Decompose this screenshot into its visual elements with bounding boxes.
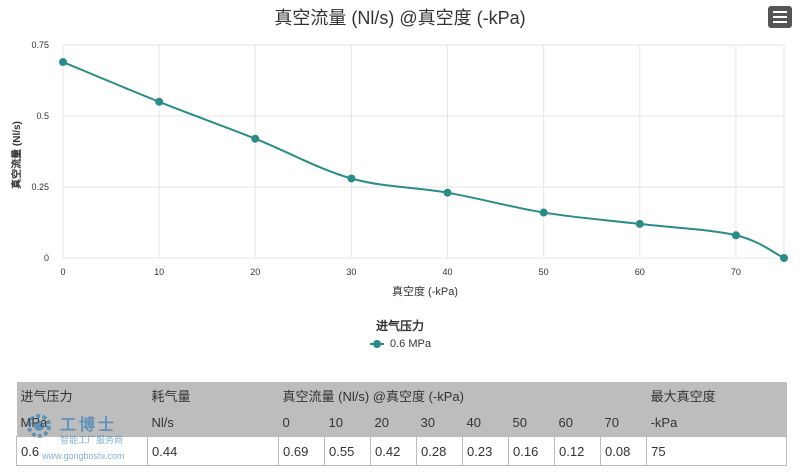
table-cell: 75 xyxy=(646,436,788,466)
table-header-cell: 30 xyxy=(416,409,463,437)
x-tick-label: 40 xyxy=(443,267,453,277)
y-tick-label: 0.75 xyxy=(31,40,49,50)
x-tick-label: 60 xyxy=(635,267,645,277)
table-cell: 0.12 xyxy=(554,436,601,466)
legend-item-series[interactable]: 0.6 MPa xyxy=(370,336,431,352)
data-point[interactable] xyxy=(347,174,356,183)
table-header-cell: 50 xyxy=(508,409,555,437)
table-cell: 0.28 xyxy=(416,436,463,466)
data-point[interactable] xyxy=(780,254,788,262)
series-points xyxy=(59,58,788,262)
table-header-cell: 耗气量 xyxy=(147,382,279,409)
table-cell: 0.55 xyxy=(324,436,371,466)
data-point[interactable] xyxy=(539,208,548,217)
y-tick-label: 0.5 xyxy=(36,111,49,121)
table-header-cell: 20 xyxy=(370,409,417,437)
x-tick-label: 0 xyxy=(60,267,65,277)
data-point[interactable] xyxy=(635,219,644,228)
data-point[interactable] xyxy=(155,97,164,106)
table-header-cell: -kPa xyxy=(646,409,787,437)
table-header-cell: 进气压力 xyxy=(16,382,148,409)
y-tick-label: 0 xyxy=(44,253,49,263)
line-chart: 00.250.50.750 10 20 30 40 50 60 70 真空流量 (Nl/s) … xyxy=(10,40,788,298)
legend-swatch xyxy=(370,340,384,348)
table-header-cell: 40 xyxy=(462,409,509,437)
data-point[interactable] xyxy=(251,134,260,143)
legend-label: 0.6 MPa xyxy=(390,338,431,350)
y-axis-label: 真空流量 (Nl/s) xyxy=(10,121,23,189)
hamburger-menu-icon[interactable] xyxy=(768,6,792,28)
table-cell: 0.23 xyxy=(462,436,509,466)
x-tick-label: 10 xyxy=(154,267,164,277)
y-tick-label: 0.25 xyxy=(31,182,49,192)
chart-container: 真空流量 (Nl/s) @真空度 (-kPa) 0 0.25 0.5 0.75 0 10 2… xyxy=(10,6,792,352)
table-cell: 0.42 xyxy=(370,436,417,466)
table-header-cell: MPa xyxy=(16,409,148,437)
chart-axes: 0 0.25 0.5 0.75 0 10 20 30 40 50 60 70 xyxy=(31,40,740,277)
series-line xyxy=(62,61,785,259)
chart-grid xyxy=(62,44,785,259)
spec-table-container: 进气压力 耗气量 真空流量 (Nl/s) @真空度 (-kPa) 最大真空度 M… xyxy=(16,382,788,466)
x-tick-label: 20 xyxy=(250,267,260,277)
spec-table: 进气压力 耗气量 真空流量 (Nl/s) @真空度 (-kPa) 最大真空度 M… xyxy=(16,382,788,466)
table-header-cell: 10 xyxy=(324,409,371,437)
table-header-row: 进气压力 耗气量 真空流量 (Nl/s) @真空度 (-kPa) 最大真空度 xyxy=(16,382,787,409)
data-point[interactable] xyxy=(443,188,452,197)
x-tick-label: 50 xyxy=(539,267,549,277)
chart-title: 真空流量 (Nl/s) @真空度 (-kPa) xyxy=(274,8,526,28)
data-point[interactable] xyxy=(59,58,67,67)
table-header-cell: 70 xyxy=(600,409,647,437)
x-tick-label: 30 xyxy=(346,267,356,277)
table-cell: 0.6 xyxy=(16,436,148,466)
table-subheader-row: MPa Nl/s 0 10 20 30 40 50 60 70 -kPa xyxy=(16,409,787,437)
legend-title: 进气压力 xyxy=(375,319,424,333)
table-cell: 0.16 xyxy=(508,436,555,466)
table-header-cell: 0 xyxy=(278,409,325,437)
x-tick-label: 70 xyxy=(731,267,741,277)
table-header-cell: 最大真空度 xyxy=(646,382,787,409)
table-row: 0.6 0.44 0.69 0.55 0.42 0.28 0.23 0.16 0… xyxy=(16,436,788,466)
table-header-cell: 真空流量 (Nl/s) @真空度 (-kPa) xyxy=(278,382,647,409)
table-header-cell: 60 xyxy=(554,409,601,437)
data-point[interactable] xyxy=(731,231,740,240)
table-cell: 0.69 xyxy=(278,436,325,466)
table-cell: 0.08 xyxy=(599,436,648,466)
table-cell: 0.44 xyxy=(147,436,279,466)
x-axis-label: 真空度 (-kPa) xyxy=(392,284,458,298)
table-header-cell: Nl/s xyxy=(147,409,279,437)
